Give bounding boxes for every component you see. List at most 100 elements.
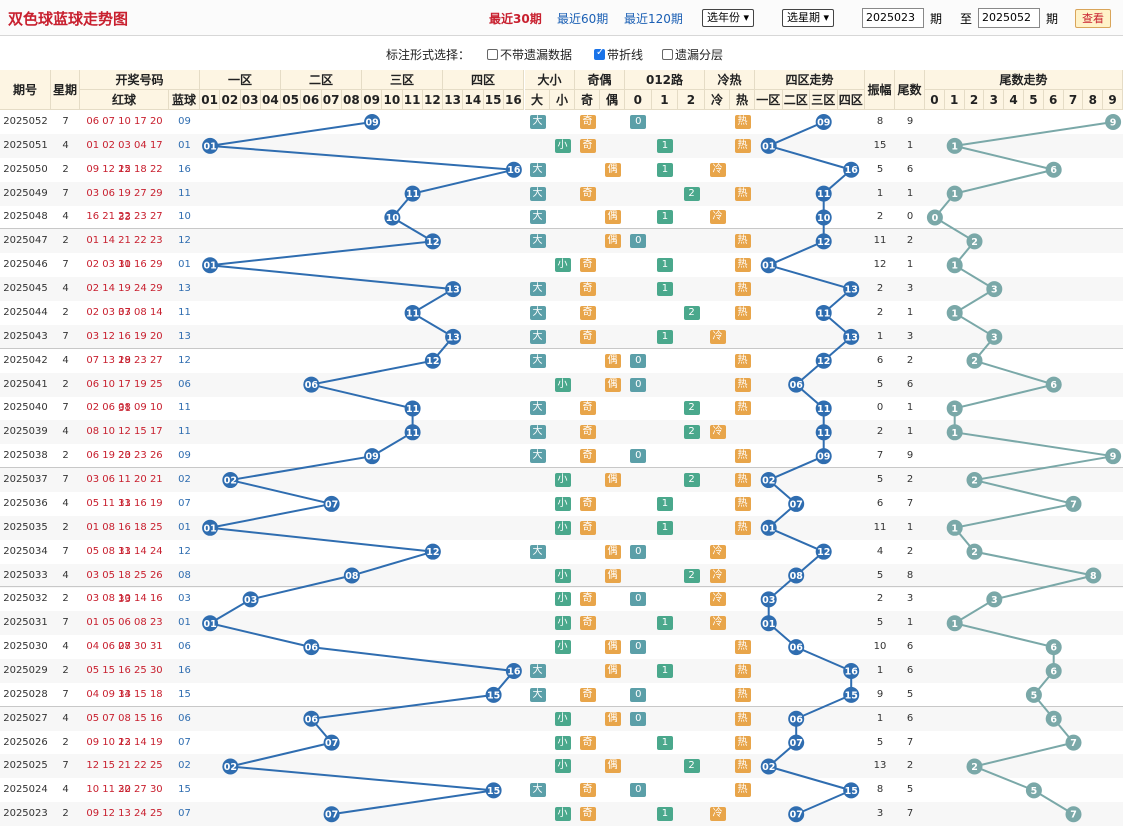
row-odd: 奇 (579, 425, 596, 440)
row-blue-ball: 16 (178, 665, 191, 676)
row-red-balls: 02 06 08 09 10 24 (86, 402, 163, 437)
row-issue: 2025035 (3, 521, 48, 533)
header-issue: 期号 (0, 70, 51, 110)
row-odd: 奇 (579, 616, 596, 631)
from-issue-input[interactable]: 2025023 (862, 8, 924, 28)
row-small (550, 229, 575, 253)
header-zone-2: 二区 (281, 70, 362, 90)
blue-ball-marker (485, 686, 502, 703)
row-hot (730, 325, 755, 349)
display-options: 标注形式选择： 不带遗漏数据 带折线 遗漏分层 (0, 36, 1123, 70)
row-tail: 2 (906, 545, 914, 557)
query-button[interactable]: 查看 (1075, 9, 1111, 28)
header-tail-5: 5 (1024, 90, 1044, 110)
row-even: 偶 (604, 234, 621, 249)
row-cold: 冷 (709, 425, 726, 440)
row-weekday: 4 (62, 497, 69, 509)
zone-trend-marker-label: 03 (762, 595, 775, 606)
header-num-08: 08 (341, 90, 362, 110)
row-odd: 奇 (579, 138, 596, 153)
tail-trend-marker-label: 1 (951, 308, 958, 319)
row-blue-ball: 06 (178, 641, 191, 653)
row-issue: 2025034 (3, 545, 48, 557)
row-blue-ball: 01 (178, 259, 191, 271)
row-weekday: 4 (62, 139, 69, 151)
row-weekday: 2 (62, 163, 69, 175)
row-amplitude: 6 (876, 354, 884, 366)
row-cold: 冷 (709, 807, 726, 822)
zone-trend-marker (815, 352, 832, 369)
row-cold: 冷 (709, 568, 726, 583)
row-amplitude: 4 (876, 545, 884, 557)
zone-trend-marker-label: 11 (817, 404, 830, 415)
tail-trend-marker (946, 304, 963, 321)
row-odd: 奇 (579, 807, 596, 822)
row-amplitude: 11 (873, 235, 887, 247)
option-no-miss[interactable]: 不带遗漏数据 (487, 46, 572, 63)
chevron-down-icon: ▾ (823, 11, 830, 24)
row-big: 大 (529, 664, 546, 678)
header-num-09: 09 (362, 90, 383, 110)
row-tail: 0 (906, 211, 914, 223)
row-issue: 2025040 (3, 402, 48, 414)
row-amplitude: 5 (876, 474, 884, 486)
row-amplitude: 12 (873, 259, 887, 271)
header-zone-4: 四区 (443, 70, 524, 90)
row-red-balls: 03 12 16 19 20 28 (86, 330, 163, 366)
row-blue-ball: 09 (178, 450, 191, 462)
row-issue: 2025047 (3, 235, 48, 247)
tail-trend-marker-label: 3 (991, 595, 998, 606)
row-tail: 7 (906, 497, 914, 509)
checkbox-checked-icon[interactable] (594, 47, 605, 60)
tail-trend-marker (1045, 639, 1062, 656)
row-big (525, 611, 550, 635)
header-weekday: 星期 (51, 70, 80, 110)
row-even (600, 277, 625, 301)
option-with-line[interactable]: 带折线 (594, 46, 643, 63)
year-select[interactable]: 选年份 ▾ (702, 9, 755, 27)
row-blue-ball: 01 (178, 139, 191, 151)
link-recent-30[interactable]: 最近30期 (489, 12, 542, 26)
row-even (600, 396, 625, 420)
header-tail-2: 2 (964, 90, 985, 110)
row-hot: 热 (734, 258, 751, 273)
row-cold (705, 754, 730, 778)
row-issue: 2025041 (3, 378, 48, 390)
checkbox-icon[interactable] (662, 49, 673, 60)
option-miss-layer[interactable]: 遗漏分层 (662, 46, 723, 63)
tail-trend-marker-label: 1 (951, 261, 958, 272)
row-blue-ball: 12 (178, 354, 191, 366)
row-even (600, 182, 625, 206)
row-red-balls: 02 03 07 08 14 28 (86, 306, 163, 342)
row-small: 小 (554, 640, 571, 655)
row-small (550, 683, 575, 707)
header-num-16: 16 (503, 90, 524, 110)
tail-trend-marker (946, 400, 963, 417)
row-weekday: 2 (62, 593, 69, 605)
tail-trend-marker (986, 591, 1003, 608)
row-even: 偶 (604, 544, 621, 559)
header-num-04: 04 (260, 90, 281, 110)
row-small: 小 (554, 520, 571, 535)
zone-trend-marker-label: 15 (845, 690, 858, 701)
weekday-select[interactable]: 选星期 ▾ (782, 9, 835, 27)
link-recent-120[interactable]: 最近120期 (624, 12, 683, 26)
row-weekday: 4 (62, 569, 69, 581)
row-amplitude: 5 (876, 378, 884, 390)
link-recent-60[interactable]: 最近60期 (557, 12, 609, 26)
row-issue: 2025045 (3, 283, 48, 295)
row-small: 小 (554, 473, 571, 488)
row-issue: 2025024 (3, 784, 48, 796)
zone-trend-marker (788, 639, 805, 656)
row-amplitude: 1 (876, 187, 884, 199)
row-amplitude: 5 (876, 163, 884, 175)
checkbox-icon[interactable] (487, 49, 498, 60)
to-issue-input[interactable]: 2025052 (978, 8, 1040, 28)
row-even (600, 301, 625, 325)
row-red-balls: 08 10 12 15 17 23 (86, 426, 163, 462)
row-route-1: 1 (656, 807, 673, 822)
header-even: 偶 (600, 90, 625, 110)
zone-trend-marker (815, 543, 832, 560)
row-red-balls: 04 09 14 15 18 25 (86, 688, 163, 724)
row-big (525, 253, 550, 277)
